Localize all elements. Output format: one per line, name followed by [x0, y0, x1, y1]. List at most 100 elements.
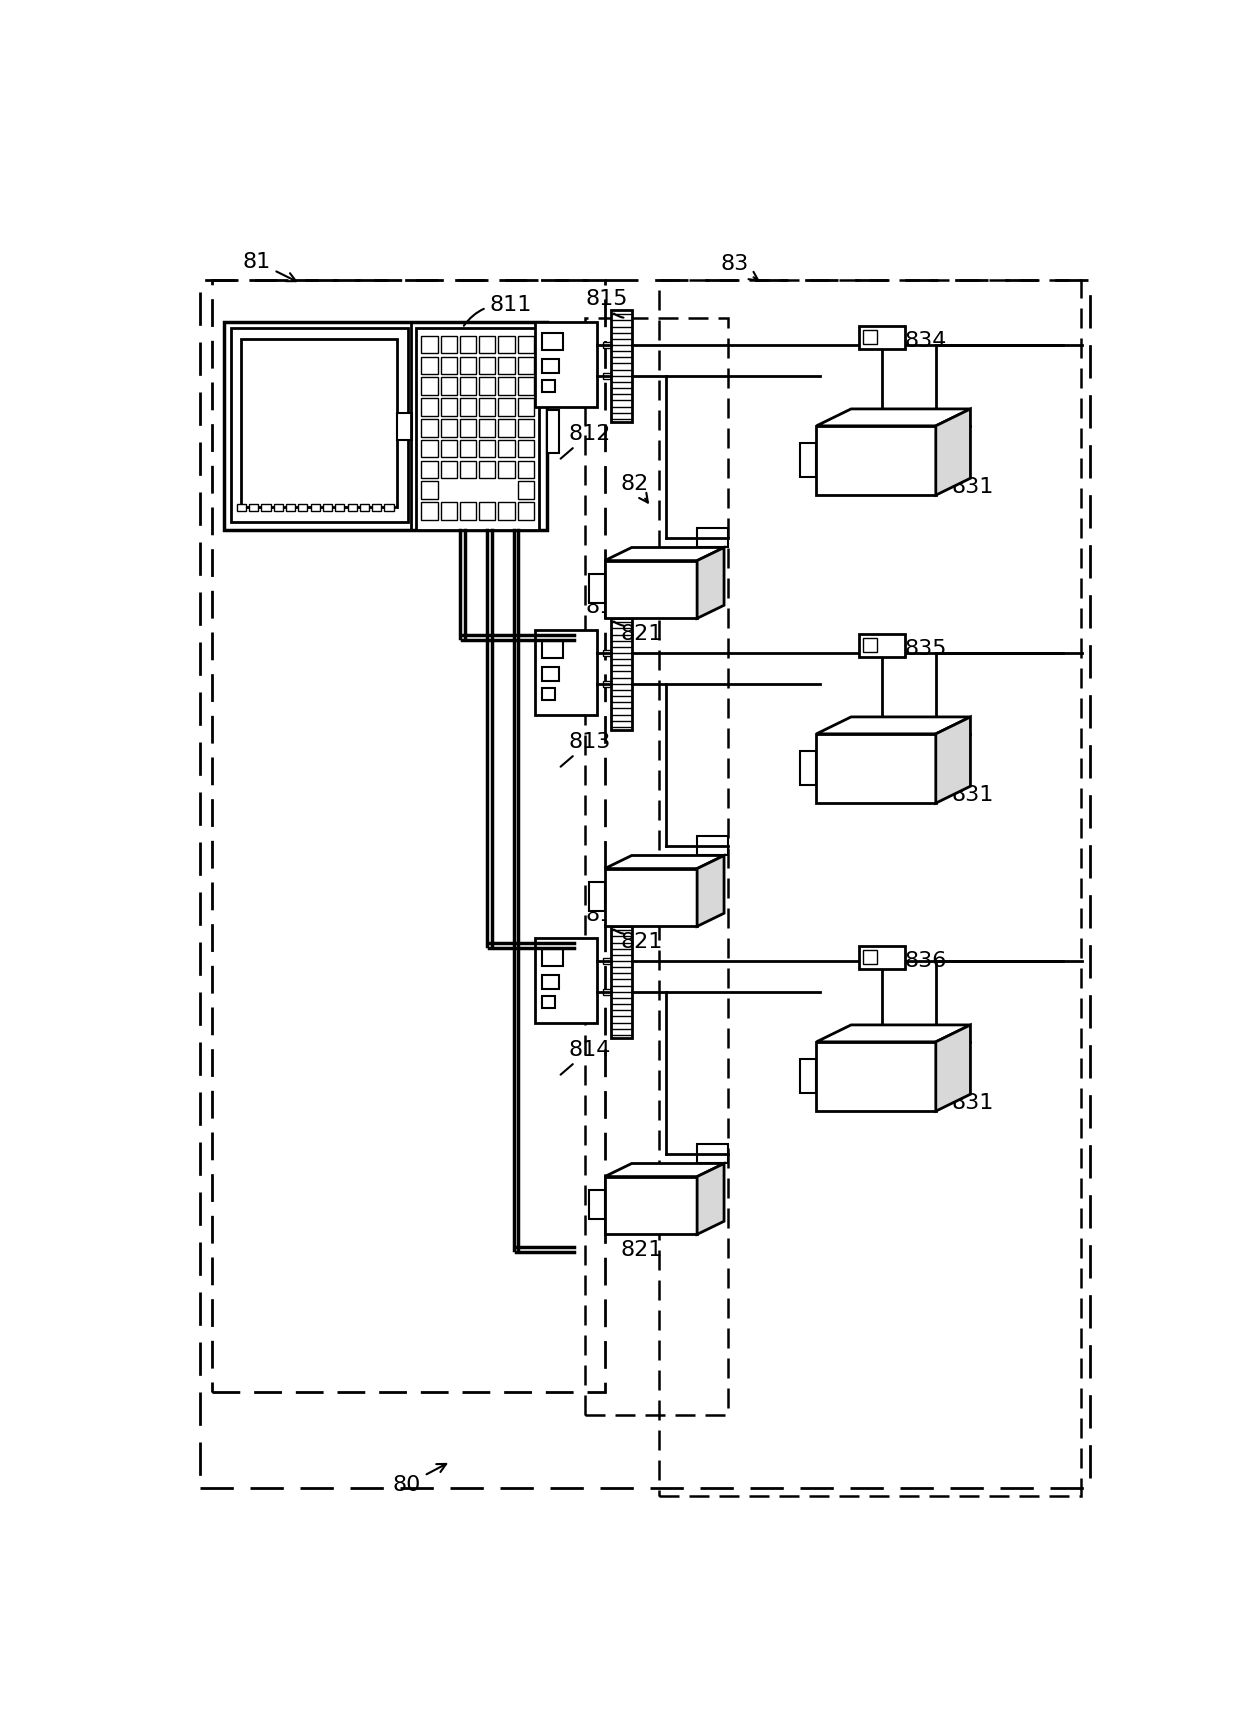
FancyBboxPatch shape [536, 630, 596, 714]
Text: 831: 831 [951, 1094, 993, 1113]
FancyBboxPatch shape [479, 440, 495, 458]
FancyBboxPatch shape [816, 1042, 936, 1111]
FancyBboxPatch shape [697, 836, 728, 855]
FancyBboxPatch shape [603, 681, 611, 686]
FancyBboxPatch shape [417, 329, 539, 530]
Text: 813: 813 [560, 731, 611, 767]
Text: 812: 812 [560, 423, 611, 459]
FancyBboxPatch shape [286, 504, 295, 511]
FancyBboxPatch shape [517, 482, 534, 499]
FancyBboxPatch shape [460, 502, 476, 519]
FancyBboxPatch shape [517, 502, 534, 519]
Polygon shape [697, 547, 724, 619]
FancyBboxPatch shape [422, 440, 438, 458]
FancyBboxPatch shape [460, 335, 476, 354]
FancyBboxPatch shape [498, 335, 515, 354]
Polygon shape [605, 1163, 724, 1176]
FancyBboxPatch shape [440, 420, 456, 437]
FancyBboxPatch shape [347, 504, 357, 511]
FancyBboxPatch shape [863, 638, 877, 652]
Polygon shape [816, 409, 971, 427]
FancyBboxPatch shape [440, 440, 456, 458]
FancyBboxPatch shape [460, 377, 476, 396]
FancyBboxPatch shape [422, 356, 438, 375]
FancyBboxPatch shape [611, 310, 632, 421]
FancyBboxPatch shape [542, 688, 556, 700]
FancyBboxPatch shape [517, 461, 534, 478]
FancyBboxPatch shape [384, 504, 394, 511]
FancyBboxPatch shape [299, 504, 308, 511]
FancyBboxPatch shape [859, 946, 905, 968]
FancyBboxPatch shape [422, 420, 438, 437]
Text: 817: 817 [585, 905, 627, 934]
FancyBboxPatch shape [422, 397, 438, 416]
FancyBboxPatch shape [440, 356, 456, 375]
FancyBboxPatch shape [498, 397, 515, 416]
FancyBboxPatch shape [397, 413, 412, 440]
FancyBboxPatch shape [517, 356, 534, 375]
FancyBboxPatch shape [603, 989, 611, 994]
FancyBboxPatch shape [800, 442, 816, 478]
FancyBboxPatch shape [460, 420, 476, 437]
Text: 82: 82 [620, 473, 649, 502]
FancyBboxPatch shape [517, 335, 534, 354]
FancyBboxPatch shape [422, 482, 438, 499]
FancyBboxPatch shape [440, 377, 456, 396]
FancyBboxPatch shape [310, 504, 320, 511]
FancyBboxPatch shape [440, 461, 456, 478]
FancyBboxPatch shape [542, 380, 556, 392]
Polygon shape [605, 855, 724, 869]
FancyBboxPatch shape [274, 504, 283, 511]
FancyBboxPatch shape [589, 882, 605, 912]
FancyBboxPatch shape [460, 397, 476, 416]
Text: 83: 83 [720, 255, 759, 280]
FancyBboxPatch shape [542, 334, 563, 351]
Text: 816: 816 [585, 597, 627, 626]
FancyBboxPatch shape [542, 667, 558, 681]
FancyBboxPatch shape [479, 335, 495, 354]
FancyBboxPatch shape [800, 1060, 816, 1094]
FancyBboxPatch shape [611, 619, 632, 729]
Text: 831: 831 [951, 478, 993, 497]
FancyBboxPatch shape [479, 377, 495, 396]
Polygon shape [605, 547, 724, 561]
Text: 821: 821 [620, 1240, 662, 1259]
FancyBboxPatch shape [863, 949, 877, 965]
FancyBboxPatch shape [542, 359, 558, 373]
FancyBboxPatch shape [498, 461, 515, 478]
FancyBboxPatch shape [603, 958, 611, 965]
FancyBboxPatch shape [800, 752, 816, 786]
FancyBboxPatch shape [859, 633, 905, 657]
FancyBboxPatch shape [237, 504, 246, 511]
FancyBboxPatch shape [605, 1176, 697, 1235]
FancyBboxPatch shape [542, 996, 556, 1008]
FancyBboxPatch shape [589, 1190, 605, 1219]
FancyBboxPatch shape [440, 502, 456, 519]
FancyBboxPatch shape [440, 335, 456, 354]
FancyBboxPatch shape [422, 335, 438, 354]
FancyBboxPatch shape [460, 440, 476, 458]
FancyBboxPatch shape [479, 420, 495, 437]
Polygon shape [816, 717, 971, 734]
Polygon shape [936, 409, 971, 495]
FancyBboxPatch shape [372, 504, 382, 511]
FancyBboxPatch shape [223, 322, 547, 530]
FancyBboxPatch shape [422, 502, 438, 519]
FancyBboxPatch shape [816, 734, 936, 803]
Text: 821: 821 [620, 932, 662, 951]
FancyBboxPatch shape [697, 528, 728, 547]
Text: 811: 811 [464, 294, 532, 325]
FancyBboxPatch shape [603, 650, 611, 655]
Polygon shape [697, 855, 724, 927]
FancyBboxPatch shape [542, 949, 563, 967]
FancyBboxPatch shape [479, 397, 495, 416]
FancyBboxPatch shape [249, 504, 258, 511]
Text: 821: 821 [620, 624, 662, 643]
FancyBboxPatch shape [536, 322, 596, 406]
FancyBboxPatch shape [498, 440, 515, 458]
Text: 834: 834 [905, 332, 947, 351]
FancyBboxPatch shape [859, 325, 905, 349]
FancyBboxPatch shape [589, 574, 605, 604]
FancyBboxPatch shape [517, 397, 534, 416]
FancyBboxPatch shape [460, 356, 476, 375]
